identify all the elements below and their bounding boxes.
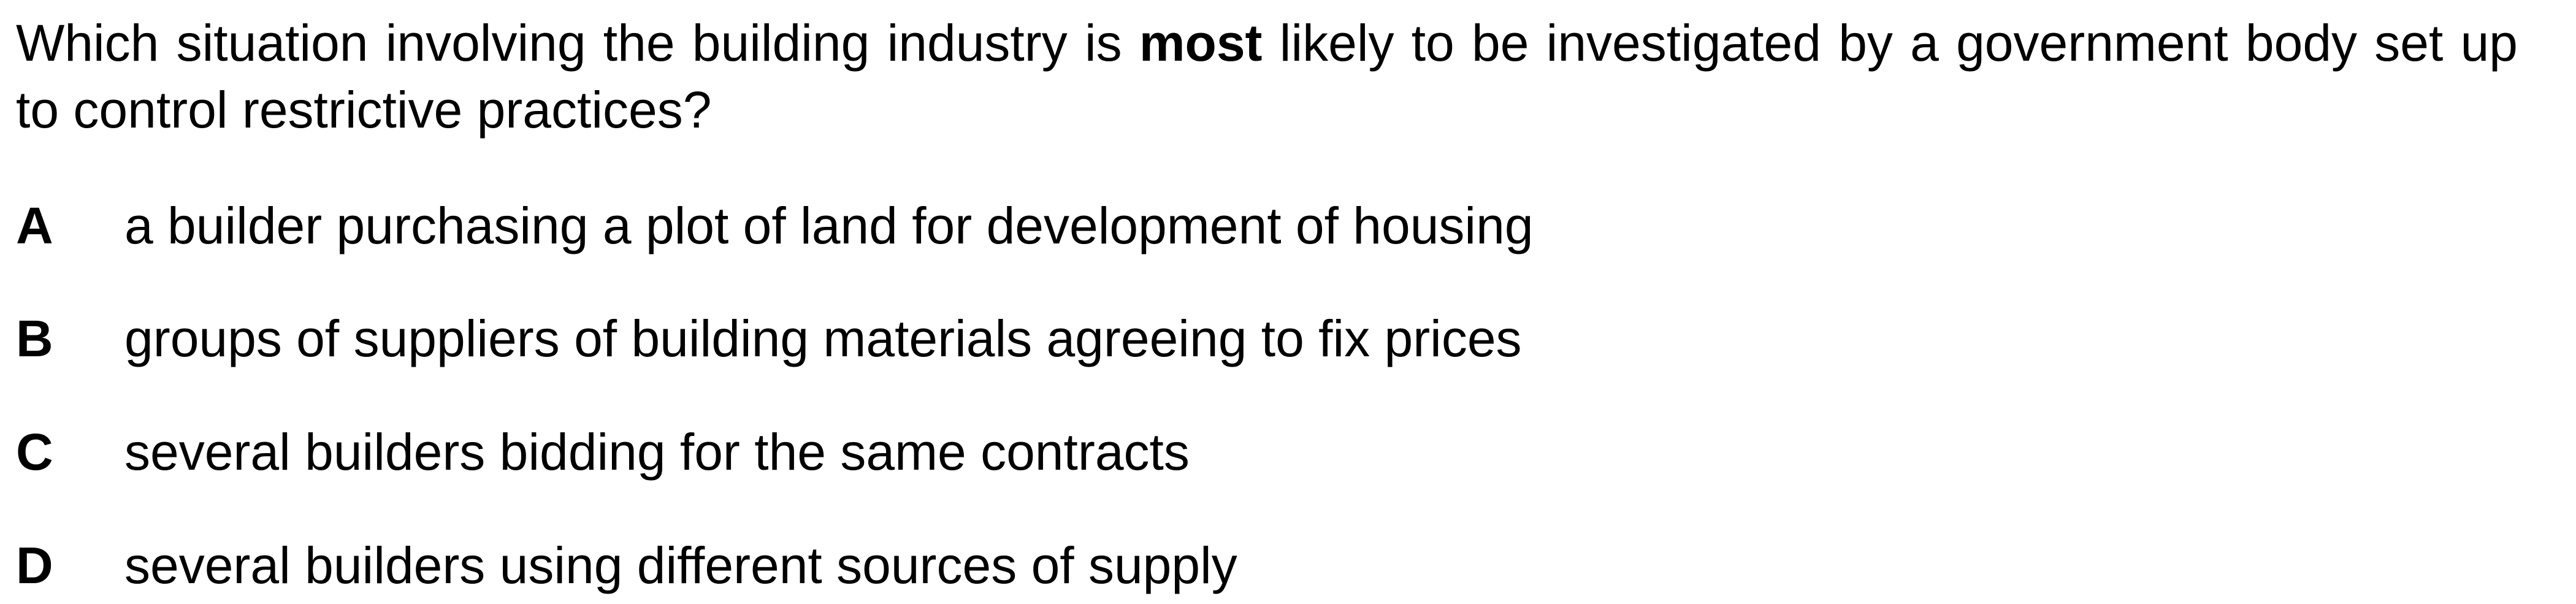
question-text-after: likely to be investigated by a governmen… — [16, 14, 2518, 139]
option-d-text: several builders using different sources… — [124, 537, 1237, 594]
option-d[interactable]: D several builders using different sourc… — [16, 532, 2407, 599]
question-text-before: Which situation involving the building i… — [16, 14, 1139, 72]
option-c-text: several builders bidding for the same co… — [124, 423, 1190, 481]
option-a[interactable]: A a builder purchasing a plot of land fo… — [16, 192, 2407, 259]
option-b[interactable]: B groups of suppliers of building materi… — [16, 305, 2407, 372]
option-a-letter: A — [16, 197, 53, 254]
option-b-text: groups of suppliers of building material… — [124, 310, 1522, 367]
option-a-text: a builder purchasing a plot of land for … — [124, 197, 1534, 254]
option-c[interactable]: C several builders bidding for the same … — [16, 418, 2407, 486]
option-c-letter: C — [16, 423, 53, 481]
option-b-letter: B — [16, 310, 53, 367]
question-emphasis: most — [1139, 14, 1263, 72]
question-text: Which situation involving the building i… — [16, 10, 2518, 143]
option-d-letter: D — [16, 537, 53, 594]
